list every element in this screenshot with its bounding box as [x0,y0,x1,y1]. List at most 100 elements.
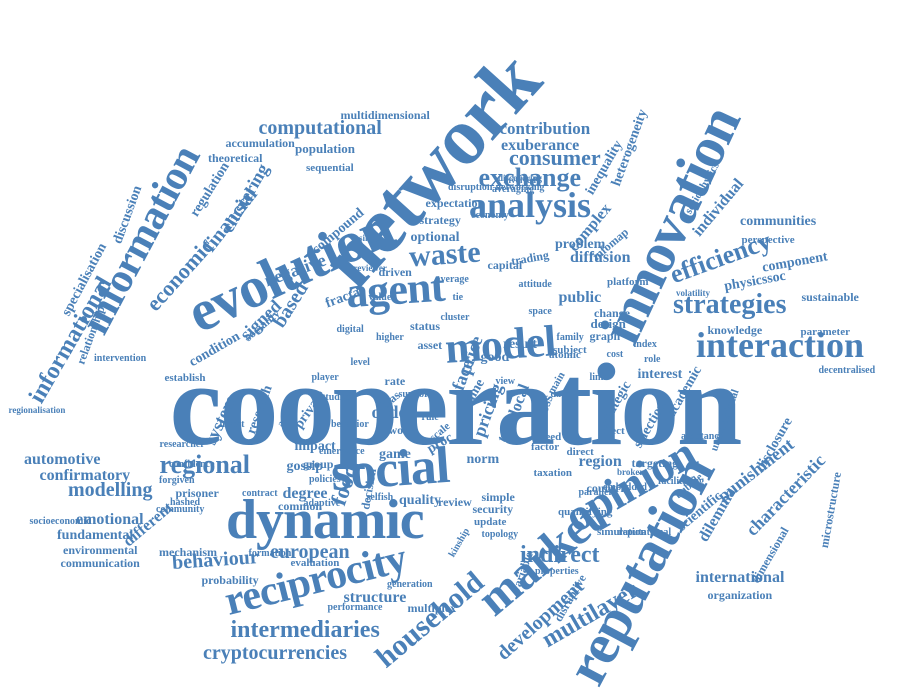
word-broker: broker [617,466,644,477]
word-common: common [278,499,322,513]
word-emergence: emergence [319,446,365,457]
word-environmental: environmental [63,543,138,557]
word-link: link [589,372,607,383]
word-cryptocurrencies: cryptocurrencies [203,642,348,664]
word-mechanism: mechanism [159,545,217,559]
word-norm: norm [466,452,500,467]
word-fundamental: fundamental [57,528,134,543]
word-digital: digital [336,324,364,335]
word-assistance: assistance [681,431,724,442]
word-simulation: simulation [597,525,647,538]
word-sustainable: sustainable [801,290,859,304]
word-analysis: analysis [469,185,592,225]
word-higher: higher [376,332,404,343]
word-exuberance: exuberance [501,137,580,154]
word-community: community [156,504,205,515]
word-contract: contract [242,488,278,499]
word-result: result [503,337,537,352]
word-consumer: consumer [509,145,601,170]
word-microstructure: microstructure [816,470,844,550]
word-invest: invest [219,419,245,430]
word-speed: speed [535,430,562,443]
word-establish: establish [164,371,206,384]
word-asset: asset [417,338,443,352]
word-population: population [295,140,355,156]
word-group: group [303,457,334,471]
word-researcher: researcher [159,439,205,450]
word-formation: formation [248,548,292,559]
word-effect: effect [599,424,625,437]
word-involved: involved [503,174,537,185]
word-socioeconomic: socioeconomic [29,516,91,527]
word-regionalisation: regionalisation [8,404,66,415]
word-design: design [590,315,626,331]
word-impact: impact [294,439,336,454]
word-index: index [633,339,657,350]
word-role: role [644,354,661,365]
word-intervention: intervention [94,353,147,364]
word-properties: properties [535,566,579,577]
word-subject: subject [553,343,587,356]
word-hashed: hashed [170,497,201,508]
word-exchange: exchange [478,163,582,192]
word-cost: cost [606,349,624,360]
word-prisoner: prisoner [175,486,219,500]
word-view: view [495,376,515,387]
word-diffusion: diffusion [570,249,631,266]
word-single: single [359,232,382,243]
word-platform: platform [607,275,649,288]
word-problem: problem [555,237,606,252]
word-taxation: taxation [533,466,573,479]
word-tie: tie [452,292,464,303]
word-public: public [558,289,602,306]
word-evaluation: evaluation [290,556,340,569]
word-player: player [311,372,339,383]
word-selfish: selfish [366,492,394,503]
word-gossip: gossip [286,459,324,474]
word-parameter: parameter [800,325,850,338]
word-graph: graph [589,329,621,343]
word-decentralised: decentralised [818,365,876,376]
word-cluster: cluster [440,312,470,323]
word-structure: structure [343,589,407,606]
word-studies: studies [321,392,351,403]
word-computational: computational [258,117,382,139]
word-facilitating: facilitating [658,476,705,487]
word-forgiven: forgiven [159,475,195,486]
word-data: data [550,389,570,400]
word-networking: networking [495,182,545,193]
word-countrie: countrie [586,481,630,495]
word-automotive: automotive [24,451,101,468]
word-european: european [270,541,350,563]
word-parallel: parallel [578,487,612,498]
word-disruption: disruption [448,182,493,193]
word-modelling: modelling [68,479,153,501]
word-behavior: behavior [331,419,369,430]
word-quality: quality [399,493,442,508]
word-confidence: confidence [169,459,215,470]
word-generation: generation [387,579,433,590]
word-confirmatory: confirmatory [39,467,131,484]
word-communities: communities [740,214,817,229]
word-volatility: volatility [676,287,710,298]
word-theoretical: theoretical [208,151,263,165]
word-perspective: perspective [741,233,795,246]
word-discovering: discovering [498,172,542,183]
word-simple: simple [481,490,515,504]
word-direct: direct [566,445,594,458]
word-capital: capital [487,258,523,272]
word-interaction: interaction [696,325,864,365]
word-economy: economy [471,210,509,221]
word-expectation: expectation [425,196,485,210]
word-adaptive: adaptive [303,498,341,509]
word-cooperation: cooperation [169,339,743,470]
word-value: value [368,292,392,303]
word-interest: interest [637,367,683,382]
word-support: support [398,389,432,400]
word-quantifying: quantifying [558,505,613,518]
word-attitude: attitude [518,279,552,290]
word-dynamic: dynamic [226,489,425,551]
word-atomic: atomic [549,348,581,361]
word-communication: communication [60,556,140,570]
